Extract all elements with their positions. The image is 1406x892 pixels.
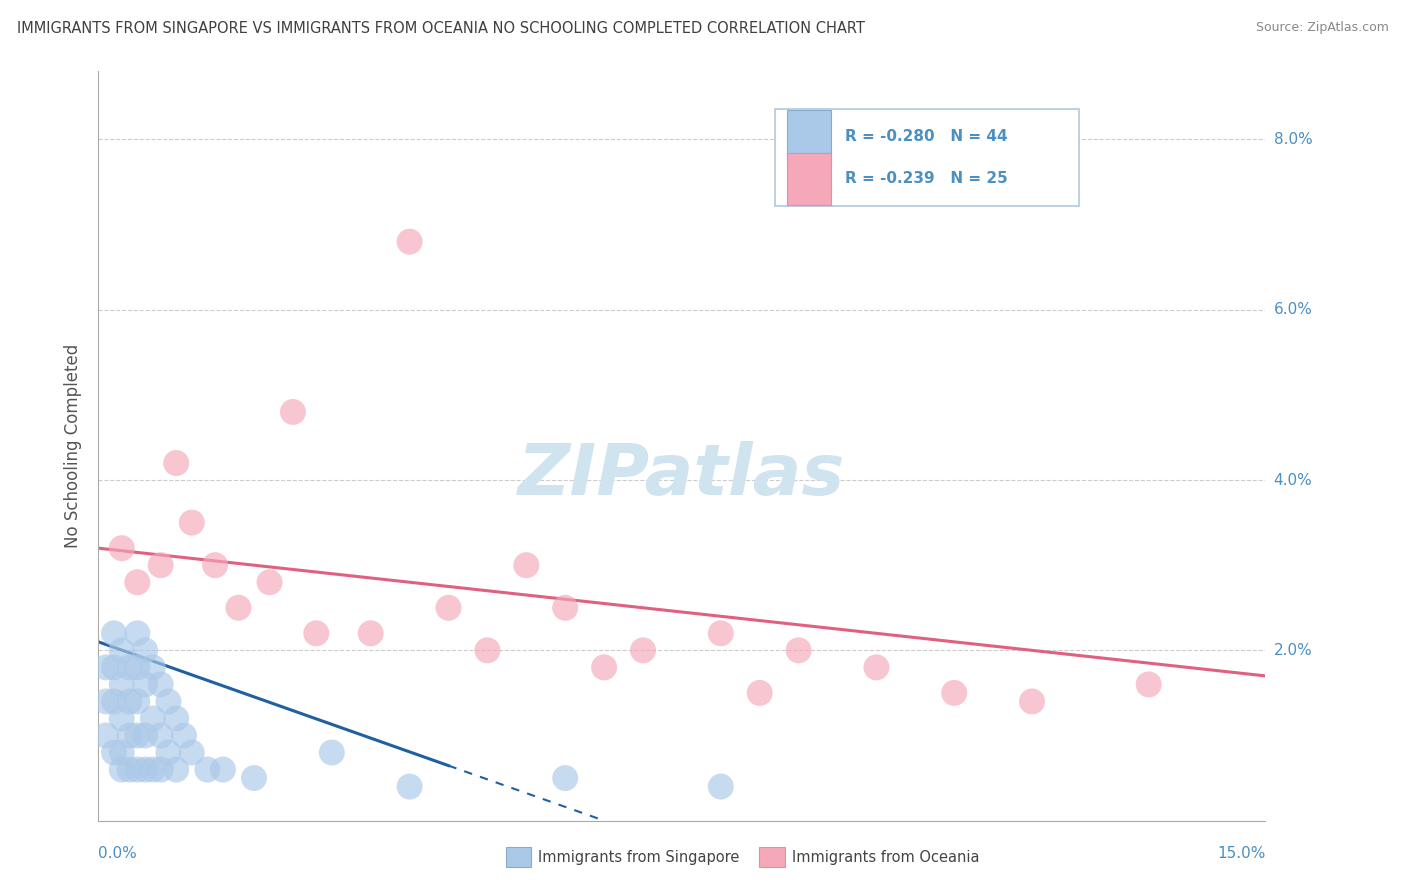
Point xyxy=(554,600,576,615)
Text: 0.0%: 0.0% xyxy=(98,846,138,861)
Point xyxy=(111,711,134,725)
Point xyxy=(96,660,118,674)
Point xyxy=(142,711,165,725)
Point xyxy=(515,558,537,573)
Point xyxy=(1021,694,1043,708)
FancyBboxPatch shape xyxy=(787,153,831,205)
Text: 4.0%: 4.0% xyxy=(1274,473,1312,488)
Point xyxy=(321,746,343,760)
Point xyxy=(149,763,172,777)
Point xyxy=(134,643,156,657)
Text: 15.0%: 15.0% xyxy=(1218,846,1265,861)
Point xyxy=(593,660,616,674)
Point xyxy=(360,626,382,640)
Point xyxy=(281,405,304,419)
Text: Immigrants from Oceania: Immigrants from Oceania xyxy=(792,850,979,864)
Point xyxy=(118,660,141,674)
Point xyxy=(103,694,125,708)
Point xyxy=(103,746,125,760)
Point xyxy=(127,575,149,590)
Point xyxy=(305,626,328,640)
Point xyxy=(111,541,134,556)
Point xyxy=(134,677,156,691)
Point xyxy=(173,729,195,743)
Point xyxy=(943,686,966,700)
FancyBboxPatch shape xyxy=(787,110,831,162)
Point xyxy=(142,660,165,674)
Point xyxy=(118,694,141,708)
Point xyxy=(398,235,420,249)
Point xyxy=(103,626,125,640)
Point xyxy=(437,600,460,615)
Text: Source: ZipAtlas.com: Source: ZipAtlas.com xyxy=(1256,21,1389,34)
Text: R = -0.239   N = 25: R = -0.239 N = 25 xyxy=(845,171,1008,186)
Point xyxy=(748,686,770,700)
Point xyxy=(103,660,125,674)
Point xyxy=(157,746,180,760)
Point xyxy=(127,694,149,708)
Point xyxy=(259,575,281,590)
Point xyxy=(477,643,499,657)
Point xyxy=(127,626,149,640)
Point xyxy=(554,771,576,785)
Point xyxy=(127,729,149,743)
Point xyxy=(165,763,187,777)
Point xyxy=(127,660,149,674)
Point xyxy=(111,763,134,777)
Text: IMMIGRANTS FROM SINGAPORE VS IMMIGRANTS FROM OCEANIA NO SCHOOLING COMPLETED CORR: IMMIGRANTS FROM SINGAPORE VS IMMIGRANTS … xyxy=(17,21,865,36)
Point xyxy=(111,746,134,760)
Point xyxy=(111,677,134,691)
Point xyxy=(127,763,149,777)
Point xyxy=(180,516,202,530)
Point xyxy=(710,780,733,794)
Point xyxy=(165,456,187,470)
Point xyxy=(710,626,733,640)
Point xyxy=(111,643,134,657)
Text: 6.0%: 6.0% xyxy=(1274,302,1313,318)
Point xyxy=(787,643,810,657)
Text: Immigrants from Singapore: Immigrants from Singapore xyxy=(538,850,740,864)
Point xyxy=(180,746,202,760)
Point xyxy=(96,694,118,708)
Point xyxy=(1137,677,1160,691)
Point xyxy=(134,729,156,743)
Point xyxy=(165,711,187,725)
Point xyxy=(228,600,250,615)
Text: R = -0.280   N = 44: R = -0.280 N = 44 xyxy=(845,128,1008,144)
Point xyxy=(157,694,180,708)
Text: 8.0%: 8.0% xyxy=(1274,132,1312,147)
Point xyxy=(149,729,172,743)
Y-axis label: No Schooling Completed: No Schooling Completed xyxy=(65,344,83,548)
Point xyxy=(243,771,266,785)
Point xyxy=(149,677,172,691)
Text: 2.0%: 2.0% xyxy=(1274,643,1312,657)
Text: ZIPatlas: ZIPatlas xyxy=(519,442,845,510)
Point xyxy=(212,763,235,777)
Point xyxy=(865,660,887,674)
Point xyxy=(118,763,141,777)
Point xyxy=(149,558,172,573)
Point xyxy=(134,763,156,777)
Point xyxy=(204,558,226,573)
FancyBboxPatch shape xyxy=(775,109,1078,206)
Point xyxy=(96,729,118,743)
Point xyxy=(398,780,420,794)
Point xyxy=(195,763,218,777)
Point xyxy=(142,763,165,777)
Point xyxy=(118,729,141,743)
Point xyxy=(631,643,654,657)
